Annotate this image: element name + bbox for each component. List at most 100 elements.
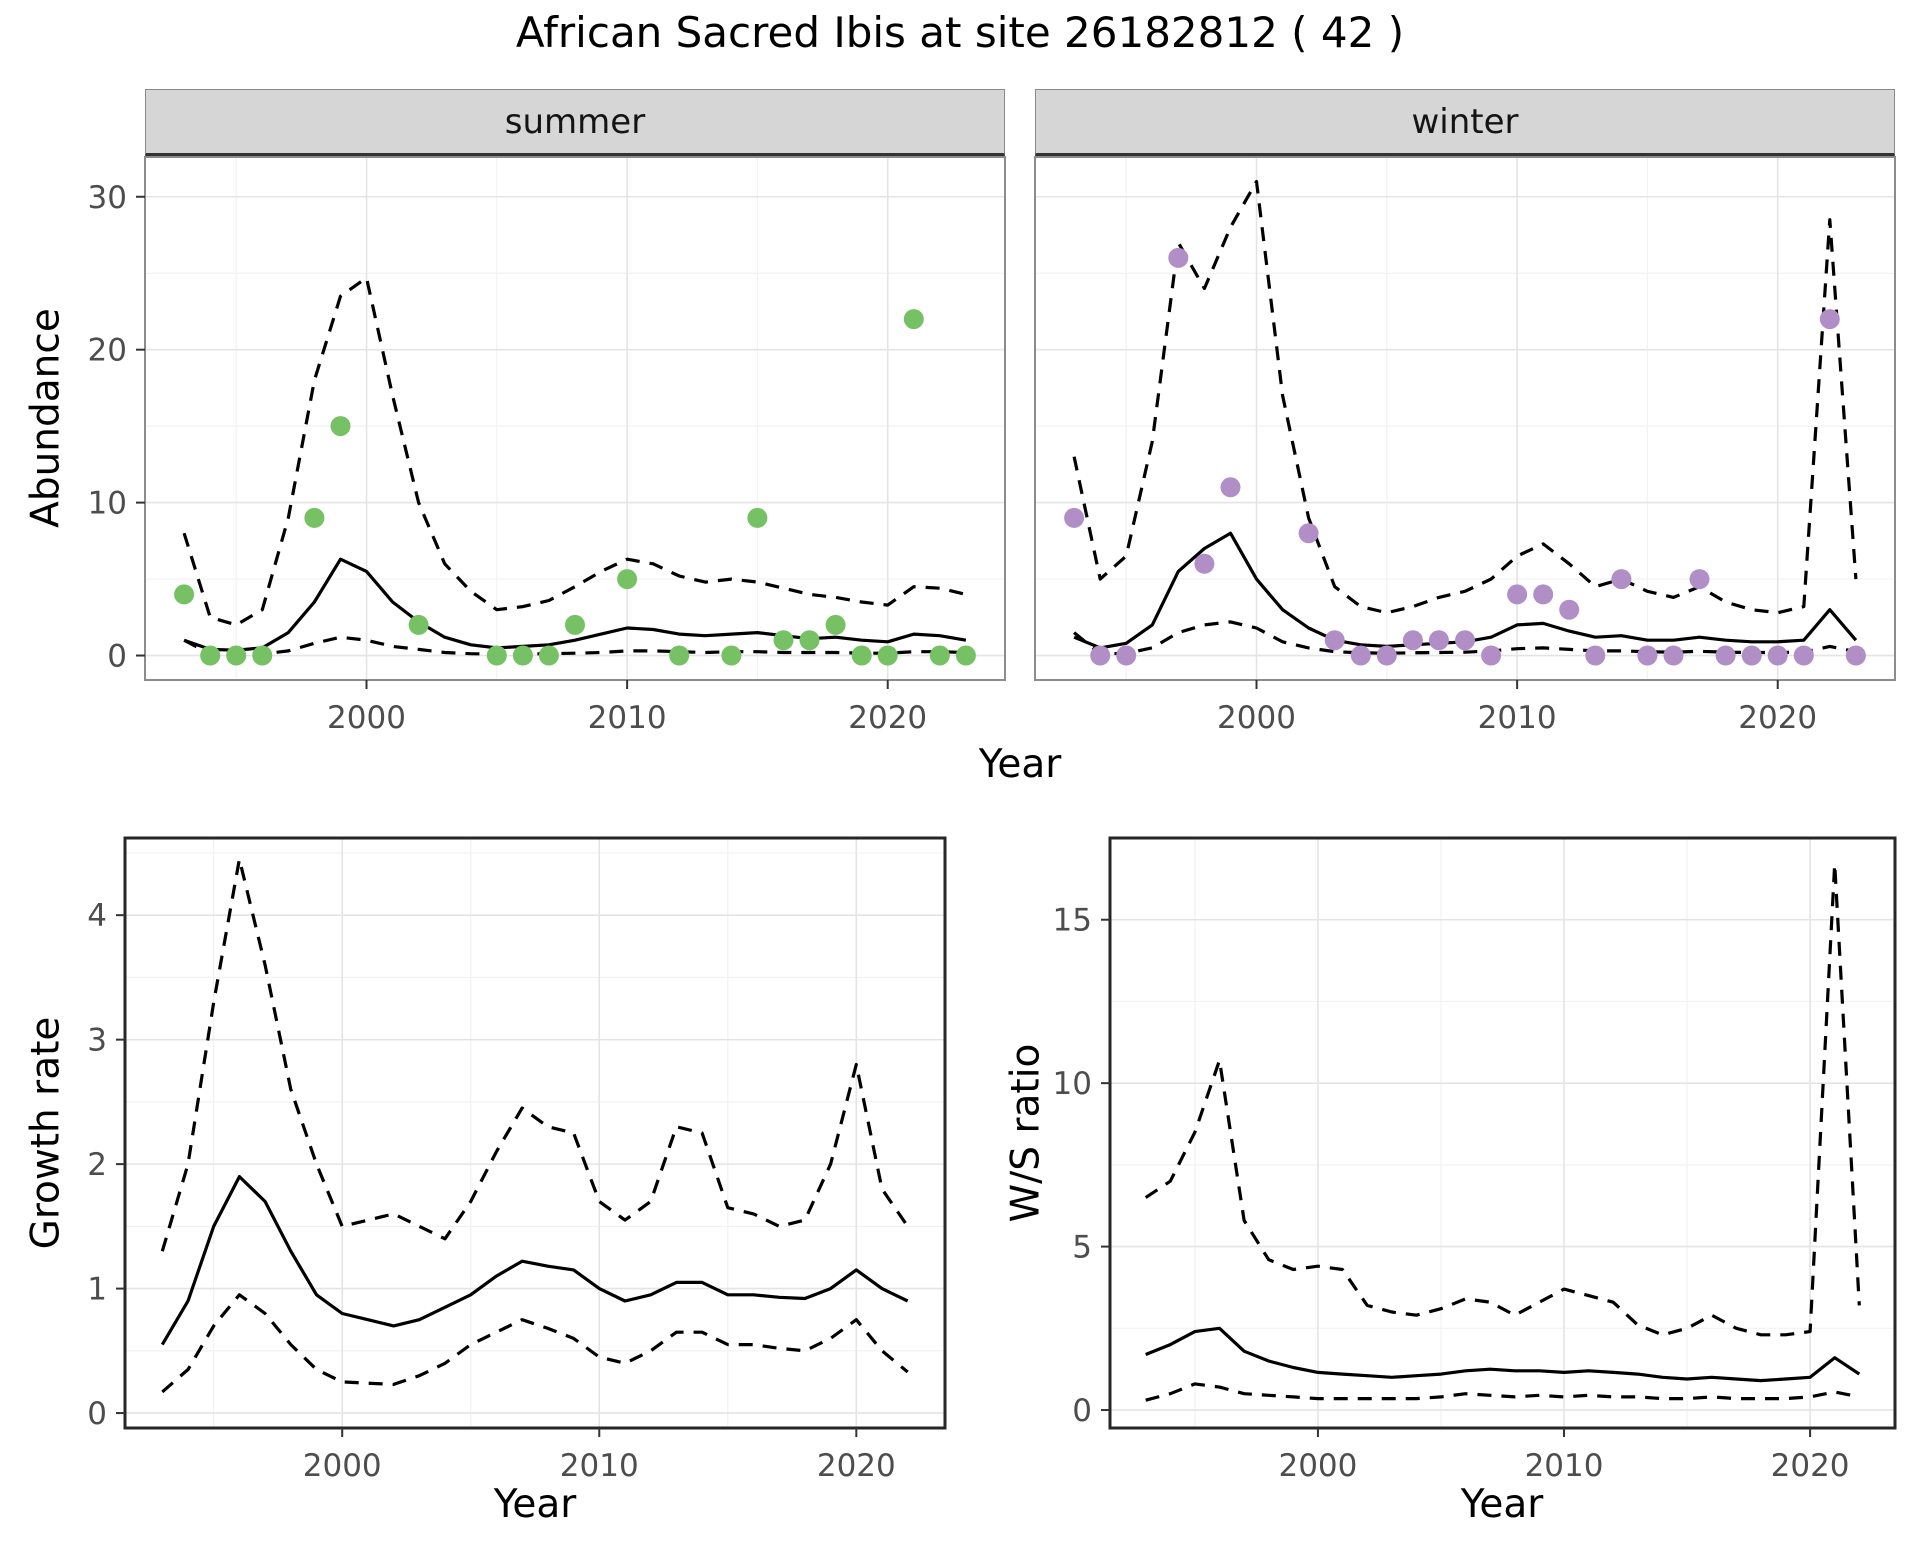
facet-strip-summer-label: summer (504, 101, 646, 142)
y-tick-label: 30 (88, 180, 127, 216)
x-tick-label: 2020 (817, 1448, 896, 1484)
observed-point (1402, 630, 1423, 651)
y-tick-label: 20 (88, 333, 127, 369)
observed-point (1663, 645, 1684, 666)
observed-point (200, 645, 221, 666)
observed-point (1507, 584, 1528, 605)
observed-point (721, 645, 742, 666)
ws-lower-ci-line (1145, 1382, 1860, 1402)
x-tick-label: 2010 (1478, 700, 1557, 736)
summer-abundance-panel: 2000 2010 2020 0 10 20 30 (88, 156, 1006, 736)
y-tick-label: 15 (1053, 903, 1092, 939)
ws-fit-line (1145, 1326, 1861, 1383)
observed-point (1428, 630, 1449, 651)
observed-point (252, 645, 273, 666)
observed-point (1637, 645, 1658, 666)
observed-point (1324, 630, 1345, 651)
observed-point (1376, 645, 1397, 666)
panel-border (123, 836, 947, 1430)
observed-point (408, 614, 429, 635)
observed-point (226, 645, 247, 666)
observed-point (1350, 645, 1371, 666)
x-tick-label: 2010 (588, 700, 667, 736)
observed-point (1559, 599, 1580, 620)
observed-point (304, 507, 325, 528)
observed-point (1819, 309, 1840, 330)
observed-point (955, 645, 976, 666)
observed-point (1116, 645, 1137, 666)
observed-point (773, 630, 794, 651)
y-tick-label: 5 (1072, 1230, 1092, 1266)
plot-title: African Sacred Ibis at site 26182812 ( 4… (515, 8, 1405, 57)
observed-point (330, 416, 351, 437)
y-tick-label: 0 (107, 639, 127, 675)
facet-strip-summer: summer (145, 89, 1005, 157)
observed-point (512, 645, 533, 666)
winter-upper-ci-line (1072, 179, 1858, 615)
panel-background (145, 157, 1005, 680)
observed-point (851, 645, 872, 666)
x-tick-label: 2010 (1525, 1448, 1604, 1484)
observed-point (1767, 645, 1788, 666)
x-tick-label: 2000 (1278, 1448, 1357, 1484)
observed-point (1793, 645, 1814, 666)
observed-point (1064, 507, 1085, 528)
x-tick-label: 2000 (303, 1448, 382, 1484)
ws-ratio-x-axis-title: Year (1460, 1482, 1544, 1527)
x-tick-label: 2000 (1217, 700, 1296, 736)
x-tick-label: 2020 (848, 700, 927, 736)
observed-point (1481, 645, 1502, 666)
observed-point (1741, 645, 1762, 666)
observed-point (1585, 645, 1606, 666)
summer-fit-line (183, 557, 967, 652)
ws-ratio-y-axis-title: W/S ratio (1003, 1043, 1049, 1223)
x-tick-label: 2000 (327, 700, 406, 736)
observed-point (825, 614, 846, 635)
observed-point (1715, 645, 1736, 666)
observed-point (1090, 645, 1111, 666)
observed-point (1455, 630, 1475, 651)
facet-strip-winter-label: winter (1411, 101, 1519, 142)
observed-point (877, 645, 898, 666)
winter-abundance-panel: 2000 2010 2020 (1034, 156, 1896, 736)
x-tick-label: 2020 (1771, 1448, 1850, 1484)
observed-point (1845, 645, 1866, 666)
panel-border (144, 156, 1006, 681)
y-tick-label: 10 (88, 486, 127, 522)
y-tick-label: 0 (87, 1396, 107, 1432)
abundance-x-axis-title: Year (978, 742, 1062, 787)
observed-point (1220, 477, 1241, 498)
winter-lower-ci-line (1073, 620, 1857, 656)
x-tick-label: 2010 (560, 1448, 639, 1484)
observed-point (747, 507, 768, 528)
growth-rate-x-axis-title: Year (493, 1482, 577, 1527)
observed-point (799, 630, 820, 651)
y-tick-label: 0 (1072, 1393, 1092, 1429)
y-tick-label: 4 (87, 898, 107, 934)
growth-fit-line (160, 1175, 909, 1346)
observed-point (1689, 569, 1710, 590)
y-tick-label: 10 (1053, 1066, 1092, 1102)
observed-point (1533, 584, 1554, 605)
observed-point (565, 614, 585, 635)
panel-background (1110, 838, 1895, 1428)
x-tick-label: 2020 (1738, 700, 1817, 736)
growth-rate-panel: 2000 2010 2020 0 1 2 3 4 (87, 836, 947, 1484)
summer-lower-ci-line (183, 635, 966, 656)
facet-strip-winter: winter (1035, 89, 1895, 157)
observed-point (1168, 247, 1189, 268)
observed-point (1298, 523, 1319, 544)
observed-point (617, 569, 638, 590)
y-tick-label: 1 (87, 1272, 107, 1308)
growth-rate-y-axis-title: Growth rate (23, 1016, 69, 1250)
observed-point (903, 309, 924, 330)
observed-point (929, 645, 950, 666)
ws-upper-ci-line (1144, 862, 1861, 1337)
panel-background (125, 838, 945, 1428)
observed-point (174, 584, 195, 605)
observed-point (669, 645, 690, 666)
y-tick-label: 2 (87, 1147, 107, 1183)
observed-point (538, 645, 559, 666)
observed-point (1611, 569, 1632, 590)
